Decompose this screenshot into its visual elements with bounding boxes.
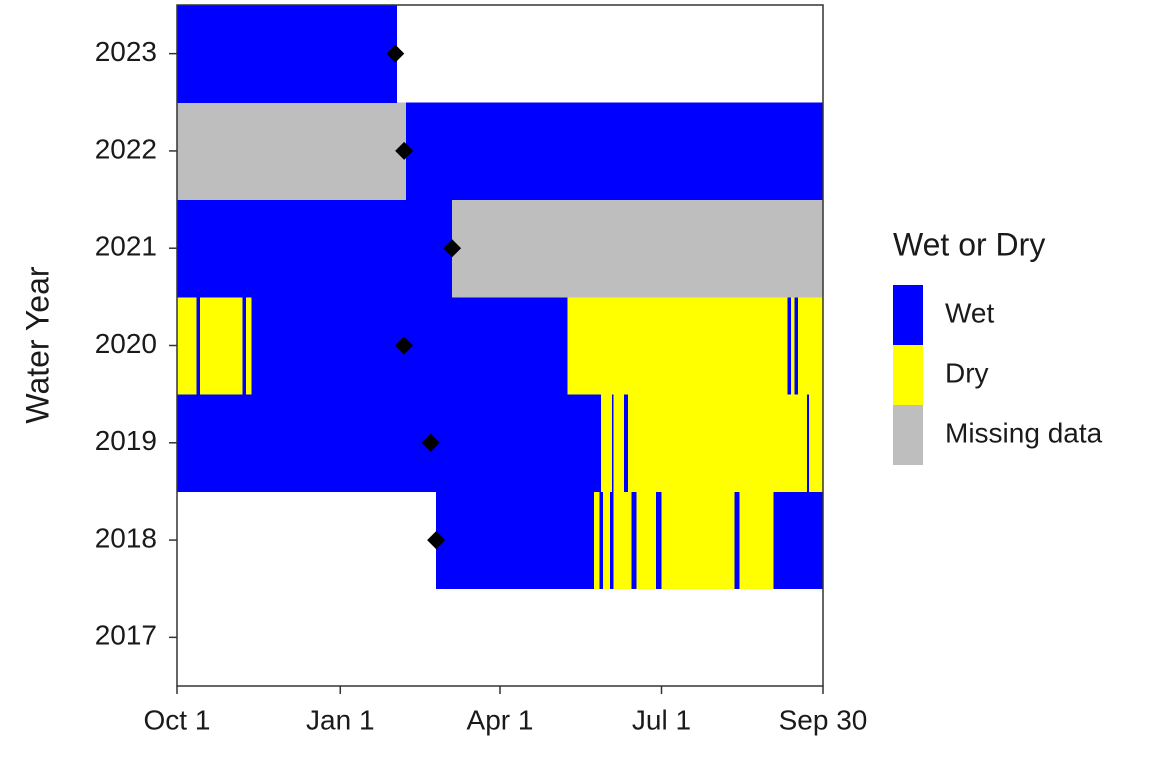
marker [395, 336, 414, 355]
y-axis-title: Water Year [19, 266, 55, 423]
segment [631, 491, 637, 590]
y-tick-label: 2022 [95, 133, 157, 164]
segment [610, 491, 614, 590]
segment [242, 296, 247, 395]
segment [246, 296, 252, 395]
segment [177, 296, 197, 395]
segment [627, 394, 808, 492]
x-tick-label: Jan 1 [306, 704, 375, 735]
marker [421, 433, 440, 452]
segment [807, 394, 809, 492]
segment [611, 394, 614, 492]
segment [196, 296, 201, 395]
segment [602, 491, 611, 590]
x-tick-label: Jul 1 [632, 704, 691, 735]
segment [808, 394, 823, 492]
legend-label: Missing data [945, 417, 1103, 448]
segment [739, 491, 774, 590]
segment [773, 491, 823, 590]
marker [427, 531, 446, 550]
marker [443, 239, 462, 258]
y-tick-label: 2023 [95, 36, 157, 67]
segment [661, 491, 735, 590]
y-tick-label: 2017 [95, 620, 157, 651]
segment [613, 491, 632, 590]
y-tick-label: 2018 [95, 522, 157, 553]
legend-key [893, 345, 923, 405]
x-tick-label: Sep 30 [779, 704, 868, 735]
segment [787, 296, 792, 395]
segment [734, 491, 740, 590]
segment [613, 394, 625, 492]
y-tick-label: 2020 [95, 328, 157, 359]
segment [177, 102, 406, 201]
segment [177, 199, 453, 298]
legend-title: Wet or Dry [893, 226, 1045, 262]
segment [436, 491, 595, 590]
legend-key [893, 405, 923, 465]
legend-key [893, 285, 923, 345]
segment [567, 296, 788, 395]
segment [624, 394, 628, 492]
segment [599, 491, 603, 590]
segment [177, 5, 398, 103]
y-tick-label: 2019 [95, 425, 157, 456]
segment [798, 296, 823, 395]
legend-label: Wet [945, 297, 994, 328]
segment [656, 491, 662, 590]
x-tick-label: Apr 1 [467, 704, 534, 735]
y-tick-label: 2021 [95, 231, 157, 262]
marker [386, 44, 405, 63]
segment [636, 491, 657, 590]
segment [791, 296, 795, 395]
legend-label: Dry [945, 357, 989, 388]
segment [177, 394, 602, 492]
segment [200, 296, 243, 395]
segment [452, 199, 823, 298]
marker [395, 141, 414, 160]
segment [405, 102, 823, 201]
segment [794, 296, 799, 395]
x-tick-label: Oct 1 [144, 704, 211, 735]
segment [601, 394, 612, 492]
segment [594, 491, 600, 590]
